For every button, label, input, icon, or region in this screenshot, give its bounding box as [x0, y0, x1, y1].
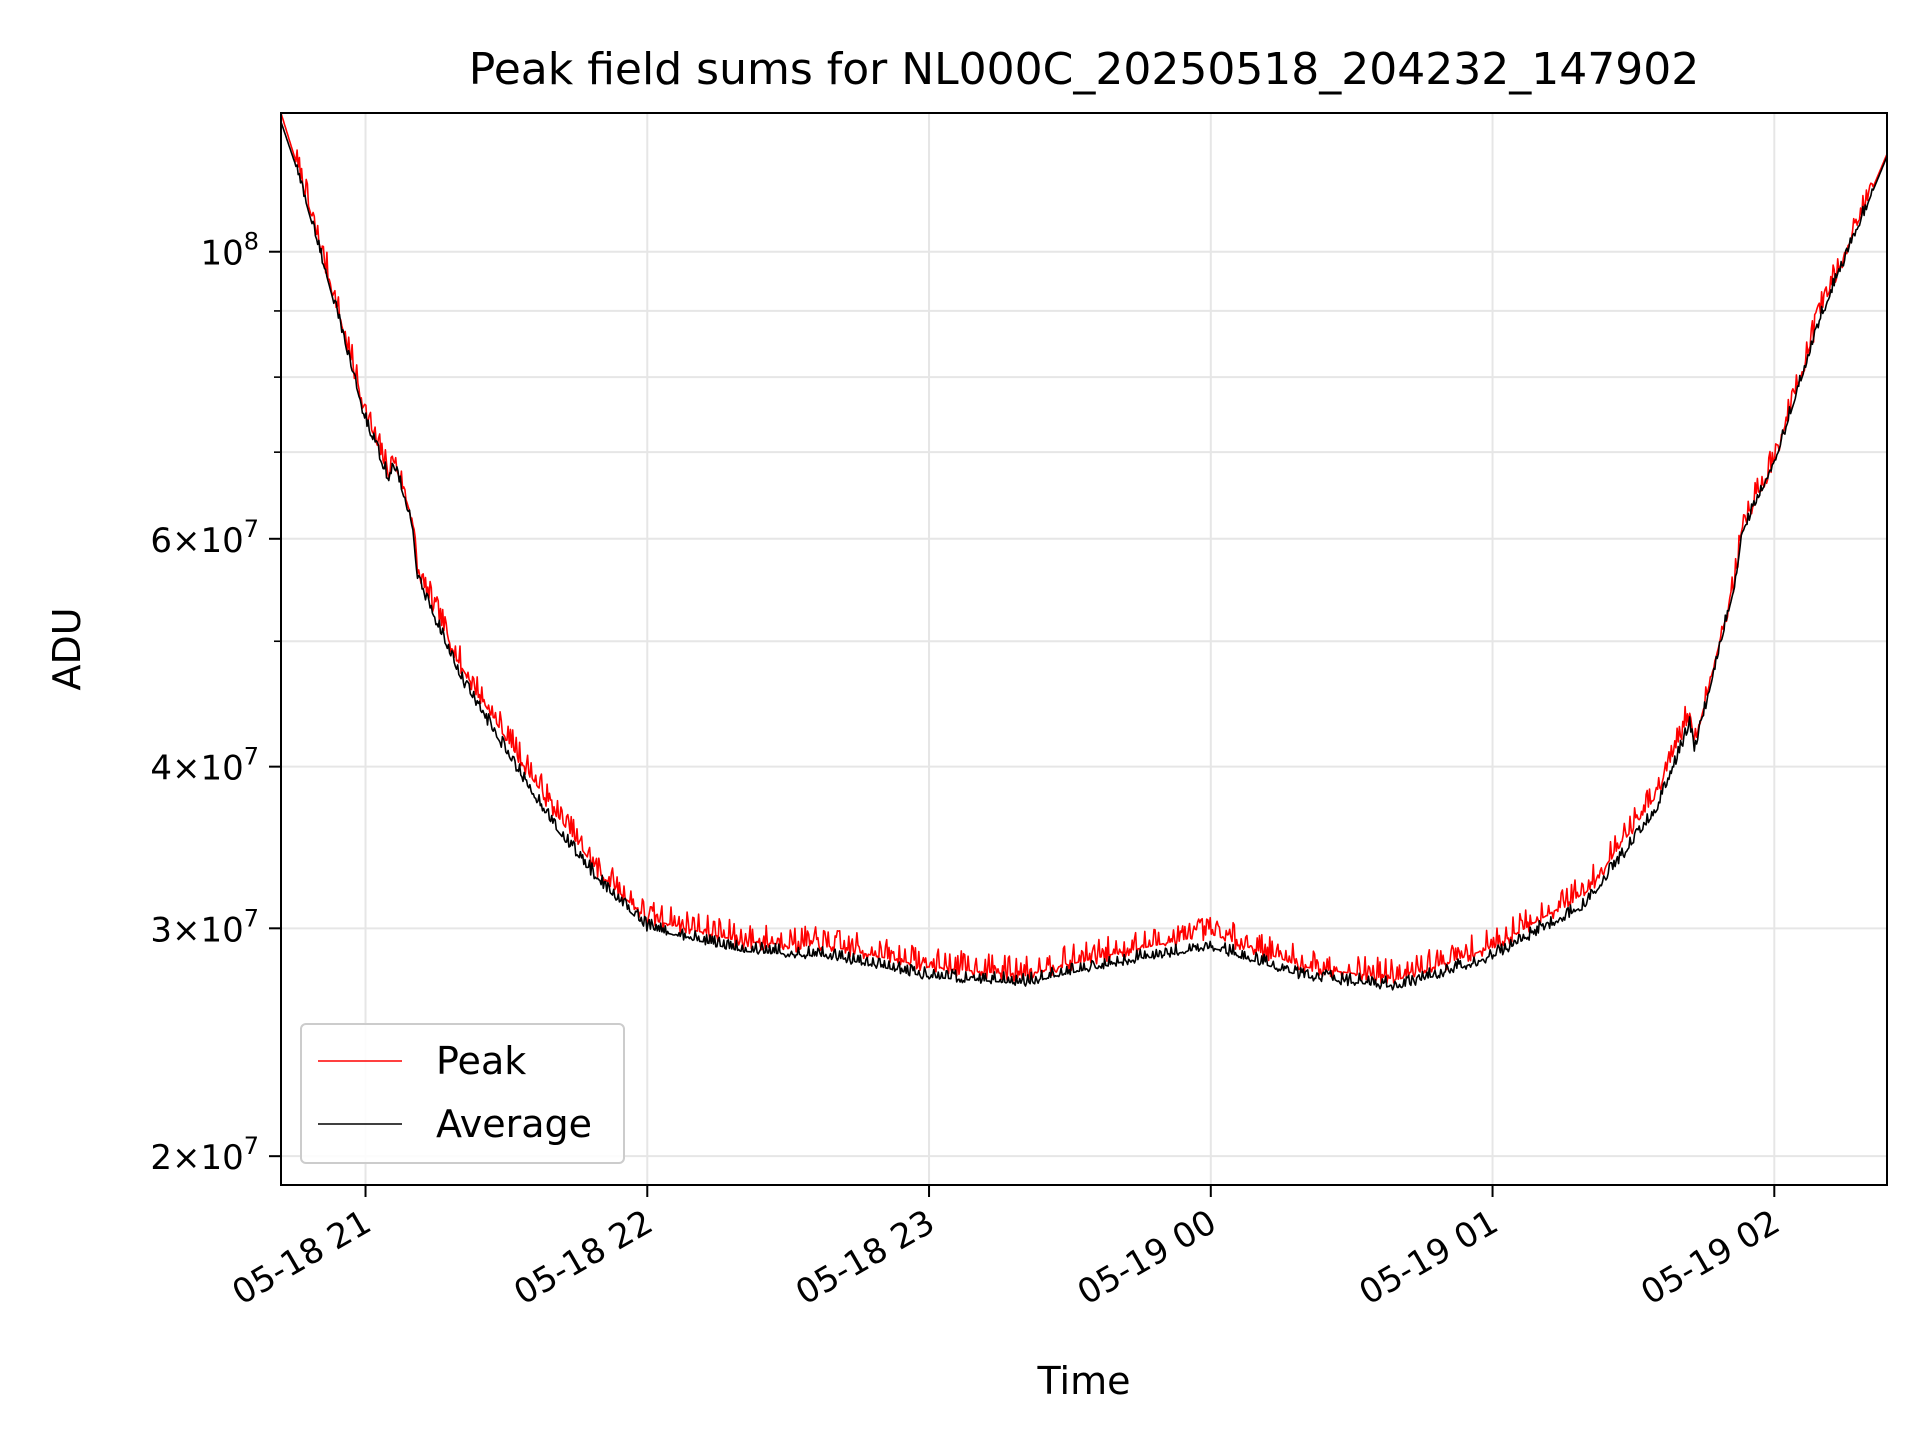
x-axis-label: Time — [1037, 1359, 1131, 1403]
series-group — [280, 112, 1888, 991]
y-tick-label: 4×107 — [150, 743, 259, 789]
grid — [281, 113, 1887, 1185]
y-axis: 2×107 3×107 4×107 6×107 108 — [150, 228, 281, 1178]
y-tick-label: 6×107 — [150, 515, 259, 561]
series-line-average — [280, 121, 1888, 991]
plot-area-frame — [280, 112, 1888, 1186]
y-tick-label: 108 — [200, 228, 259, 274]
legend-label-average: Average — [436, 1102, 592, 1146]
y-tick-label: 3×107 — [150, 904, 259, 950]
legend: Peak Average — [300, 1023, 625, 1164]
y-tick-label: 2×107 — [150, 1132, 259, 1178]
y-axis-label: ADU — [45, 607, 89, 690]
chart-title: Peak field sums for NL000C_20250518_2042… — [469, 44, 1699, 95]
legend-label-peak: Peak — [436, 1039, 526, 1083]
legend-box — [300, 1023, 625, 1164]
series-line-peak — [280, 112, 1888, 985]
